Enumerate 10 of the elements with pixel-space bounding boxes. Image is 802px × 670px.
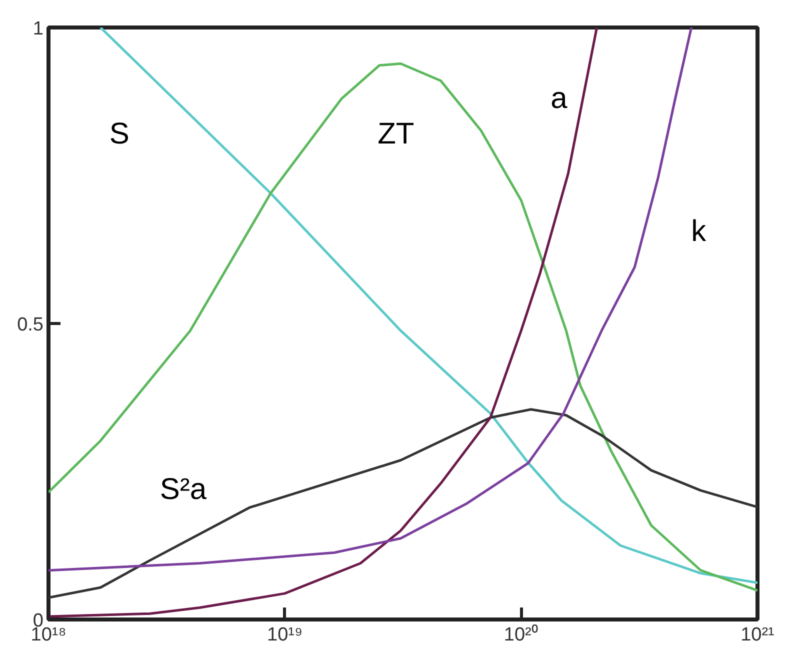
series-label: a <box>550 82 568 116</box>
y-tick-label: 0.5 <box>17 314 44 336</box>
series-label: S <box>109 118 130 151</box>
series-label: ZT <box>378 118 414 151</box>
y-tick-label: 1 <box>32 18 44 40</box>
x-tick-label: 10²⁰ <box>504 624 538 646</box>
x-tick-label: 10¹⁹ <box>267 624 303 646</box>
x-tick-label: 10²¹ <box>740 624 774 646</box>
series-label: S²a <box>160 472 207 506</box>
series-label: k <box>691 215 708 248</box>
